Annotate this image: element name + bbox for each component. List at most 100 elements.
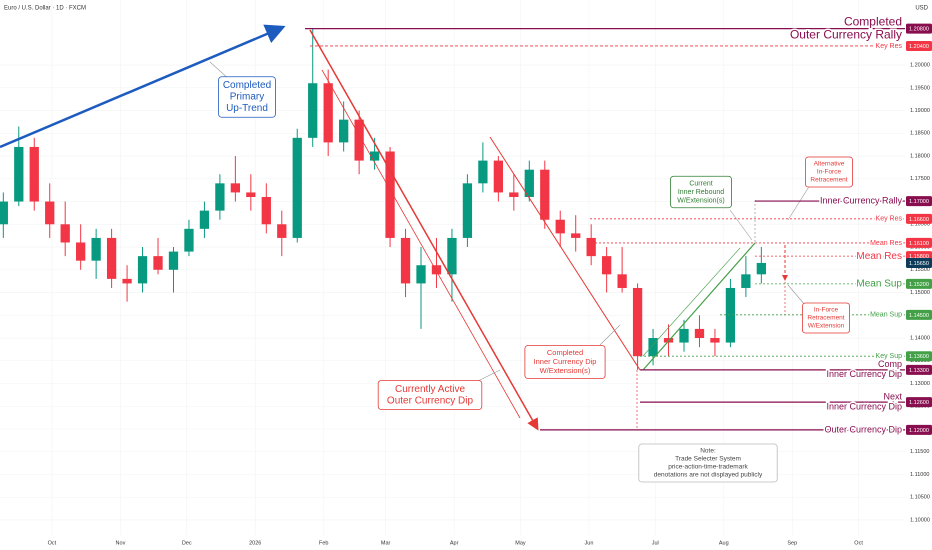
leader — [729, 209, 753, 241]
callout-text: denotations are not displayed publicly — [654, 472, 763, 479]
trend-line — [642, 247, 741, 357]
level-label: Outer Currency Rally — [790, 27, 902, 41]
trend-line — [489, 136, 641, 371]
candle-body — [385, 151, 395, 238]
x-tick-label: 2026 — [249, 540, 261, 546]
x-tick-label: Aug — [719, 540, 729, 546]
callout-text: Retracement — [810, 177, 847, 184]
level-label: Key Sup — [876, 353, 903, 360]
y-tick-label: 1.17500 — [910, 176, 930, 182]
trend-line — [0, 24, 286, 149]
candle-body — [137, 256, 148, 284]
callout-text: Note: — [700, 448, 716, 455]
price-box — [906, 40, 932, 51]
level-label: Outer Currency Dip — [824, 424, 902, 434]
price-box — [906, 397, 932, 408]
price-box-label: 1.15650 — [909, 261, 929, 267]
level-label: Mean Sup — [856, 279, 902, 290]
candle-body — [602, 256, 612, 275]
price-box-label: 1.13300 — [909, 368, 929, 374]
candle-body — [29, 146, 39, 202]
callout-box — [638, 443, 778, 483]
callout-text: Inner Currency Dip — [534, 357, 597, 366]
candle-body — [354, 119, 364, 161]
callout-box — [670, 175, 732, 209]
price-box — [906, 424, 932, 435]
candle-body — [122, 278, 132, 284]
y-tick-label: 1.15000 — [910, 290, 930, 296]
y-tick-label: 1.13500 — [910, 358, 930, 364]
price-box-label: 1.15200 — [909, 282, 929, 288]
trend-line — [321, 69, 521, 419]
callout-box — [805, 156, 853, 188]
price-box-label: 1.16100 — [909, 241, 929, 247]
callout-text: W/Extension — [808, 323, 845, 330]
candle-body — [632, 287, 643, 357]
candle-body — [339, 119, 349, 143]
candle-body — [230, 183, 241, 193]
currency: USD — [915, 6, 928, 12]
price-box-label: 1.17000 — [909, 199, 929, 205]
candle-body — [648, 338, 658, 357]
level-label: Key Res — [876, 43, 903, 50]
price-box-label: 1.12600 — [909, 400, 929, 406]
candle-body — [91, 237, 101, 261]
candle-body — [679, 328, 689, 343]
y-tick-label: 1.18000 — [910, 153, 930, 159]
y-tick-label: 1.11000 — [910, 472, 929, 478]
y-tick-label: 1.16500 — [910, 222, 930, 228]
x-tick-label: Nov — [116, 540, 126, 546]
candle-body — [555, 219, 565, 234]
price-axis — [905, 0, 932, 550]
callout-box — [524, 345, 606, 379]
x-tick-label: Dec — [182, 540, 192, 546]
candle-body — [215, 183, 225, 211]
y-tick-label: 1.15500 — [910, 267, 930, 273]
trend-line — [309, 29, 539, 431]
y-tick-label: 1.13000 — [910, 381, 930, 387]
price-box — [906, 351, 932, 362]
callout-text: Trade Selecter System — [675, 456, 741, 463]
leader — [599, 324, 621, 346]
callout-text: Inner Rebound — [678, 189, 724, 196]
x-tick-label: Sep — [787, 540, 797, 546]
symbol-title: Euro / U.S. Dollar · 1D · FXCM — [4, 6, 86, 12]
candles — [0, 28, 766, 370]
callout-text: Alternative — [814, 161, 845, 168]
price-box — [906, 213, 932, 224]
x-tick-label: Apr — [450, 540, 459, 546]
callout-box — [377, 380, 483, 410]
x-tick-label: Jun — [585, 540, 594, 546]
level-label: Completed — [844, 14, 902, 28]
price-box-label: 1.16600 — [909, 217, 929, 223]
price-box-label: 1.20800 — [909, 27, 929, 33]
candle-body — [369, 151, 380, 161]
level-label: Inner Currency Rally — [820, 195, 903, 205]
candle-body — [447, 237, 457, 275]
leader — [787, 184, 811, 221]
candle-body — [184, 228, 194, 252]
price-box — [906, 278, 932, 289]
candle-body — [571, 233, 581, 238]
y-tick-label: 1.19000 — [910, 108, 930, 114]
candle-body — [14, 146, 24, 202]
candle-body — [431, 265, 442, 275]
x-tick-label: Jul — [652, 540, 659, 546]
level-label: Mean Sup — [870, 312, 902, 319]
x-tick-label: Feb — [319, 540, 328, 546]
candle-body — [261, 196, 271, 225]
candle-body — [277, 224, 287, 238]
callout-text: Retracement — [807, 315, 844, 322]
price-box-label: 1.13600 — [909, 354, 929, 360]
callout-text: In-Force — [814, 307, 839, 314]
price-box — [906, 196, 932, 207]
candle-body — [308, 83, 318, 138]
candle-body — [617, 274, 627, 288]
level-label: Comp — [878, 359, 902, 369]
callout-text: Currently Active — [395, 384, 465, 395]
candle-body — [493, 160, 503, 193]
candle-body — [246, 192, 256, 197]
price-box — [906, 257, 932, 268]
price-box — [906, 364, 932, 375]
